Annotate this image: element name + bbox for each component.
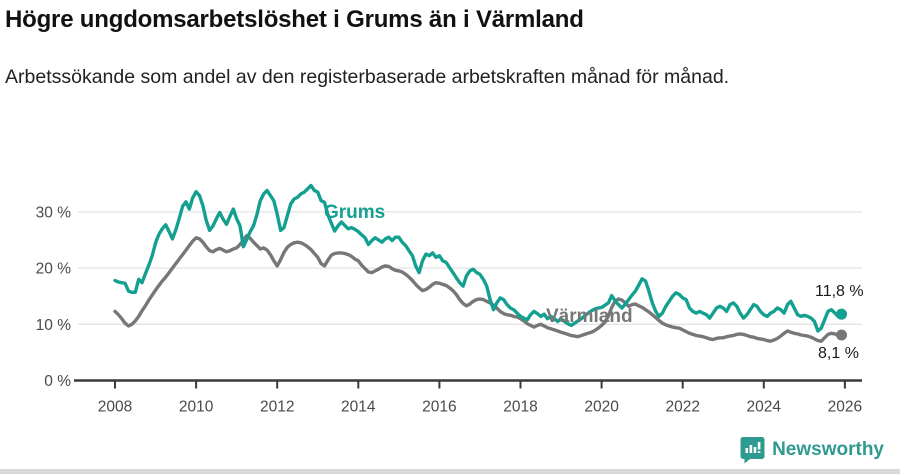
x-tick-label: 2016 [422, 399, 456, 416]
end-value-grums: 11,8 % [815, 283, 864, 300]
x-tick-label: 2026 [828, 399, 862, 416]
x-tick-label: 2020 [584, 399, 619, 416]
series-label-varmland: Värmland [546, 306, 633, 327]
x-tick-label: 2012 [260, 399, 294, 416]
y-axis-label: 0 % [44, 373, 71, 390]
chart-title: Högre ungdomsarbetslöshet i Grums än i V… [5, 6, 584, 33]
x-tick-label: 2024 [747, 399, 782, 416]
series-line-värmland [113, 233, 844, 343]
x-tick-label: 2014 [341, 399, 376, 416]
series-end-dot-grums [836, 308, 848, 320]
bottom-strip [0, 469, 900, 474]
series-end-dot-värmland [836, 329, 848, 341]
chart-subtitle: Arbetssökande som andel av den registerb… [5, 66, 730, 88]
newsworthy-logo-text: Newsworthy [772, 439, 884, 460]
x-tick-label: 2010 [179, 399, 214, 416]
series-label-grums: Grums [324, 202, 386, 223]
end-value-varmland: 8,1 % [818, 345, 859, 362]
series-line-grums [113, 183, 844, 333]
newsworthy-logo-icon [740, 437, 765, 464]
x-tick-label: 2022 [665, 399, 699, 416]
y-axis-label: 20 % [36, 261, 72, 278]
x-tick-label: 2008 [98, 399, 132, 416]
y-axis-label: 10 % [36, 317, 72, 334]
y-axis-label: 30 % [36, 204, 72, 221]
newsworthy-logo[interactable]: Newsworthy [740, 436, 884, 464]
x-tick-label: 2018 [503, 399, 537, 416]
